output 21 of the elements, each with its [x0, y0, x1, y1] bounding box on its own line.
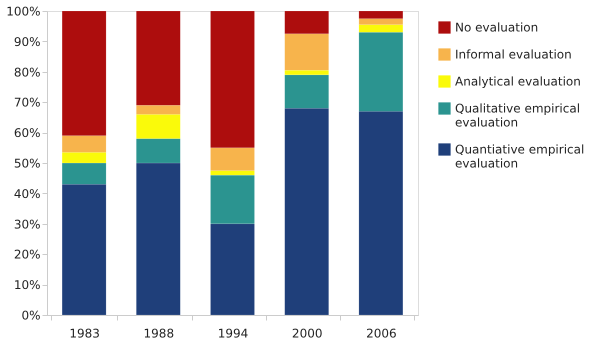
legend-label: Analytical evaluation — [455, 74, 581, 88]
x-tick-label: 1983 — [69, 326, 100, 340]
y-tick-label: 20% — [14, 248, 40, 262]
y-tick-label: 90% — [14, 34, 40, 49]
y-tick-label: 10% — [14, 278, 40, 292]
legend-label: No evaluation — [455, 20, 538, 34]
y-tick-label: 100% — [6, 4, 40, 18]
x-tick-label: 1994 — [218, 326, 248, 340]
y-tick-label: 0% — [21, 308, 40, 322]
x-tick-label: 2000 — [292, 326, 322, 340]
y-tick-label: 50% — [14, 156, 40, 170]
y-tick-label: 80% — [14, 65, 40, 80]
y-tick-label: 30% — [14, 217, 40, 232]
legend-label: Informal evaluation — [455, 48, 572, 62]
x-tick-label: 1988 — [144, 326, 174, 340]
legend-label: Qualitative empirical evaluation — [455, 102, 580, 130]
legend-label: Quantiative empirical evaluation — [455, 142, 584, 170]
y-tick-label: 60% — [14, 126, 40, 140]
x-tick-label: 2006 — [366, 326, 397, 340]
y-tick-label: 70% — [14, 96, 40, 110]
y-tick-label: 40% — [14, 186, 40, 201]
